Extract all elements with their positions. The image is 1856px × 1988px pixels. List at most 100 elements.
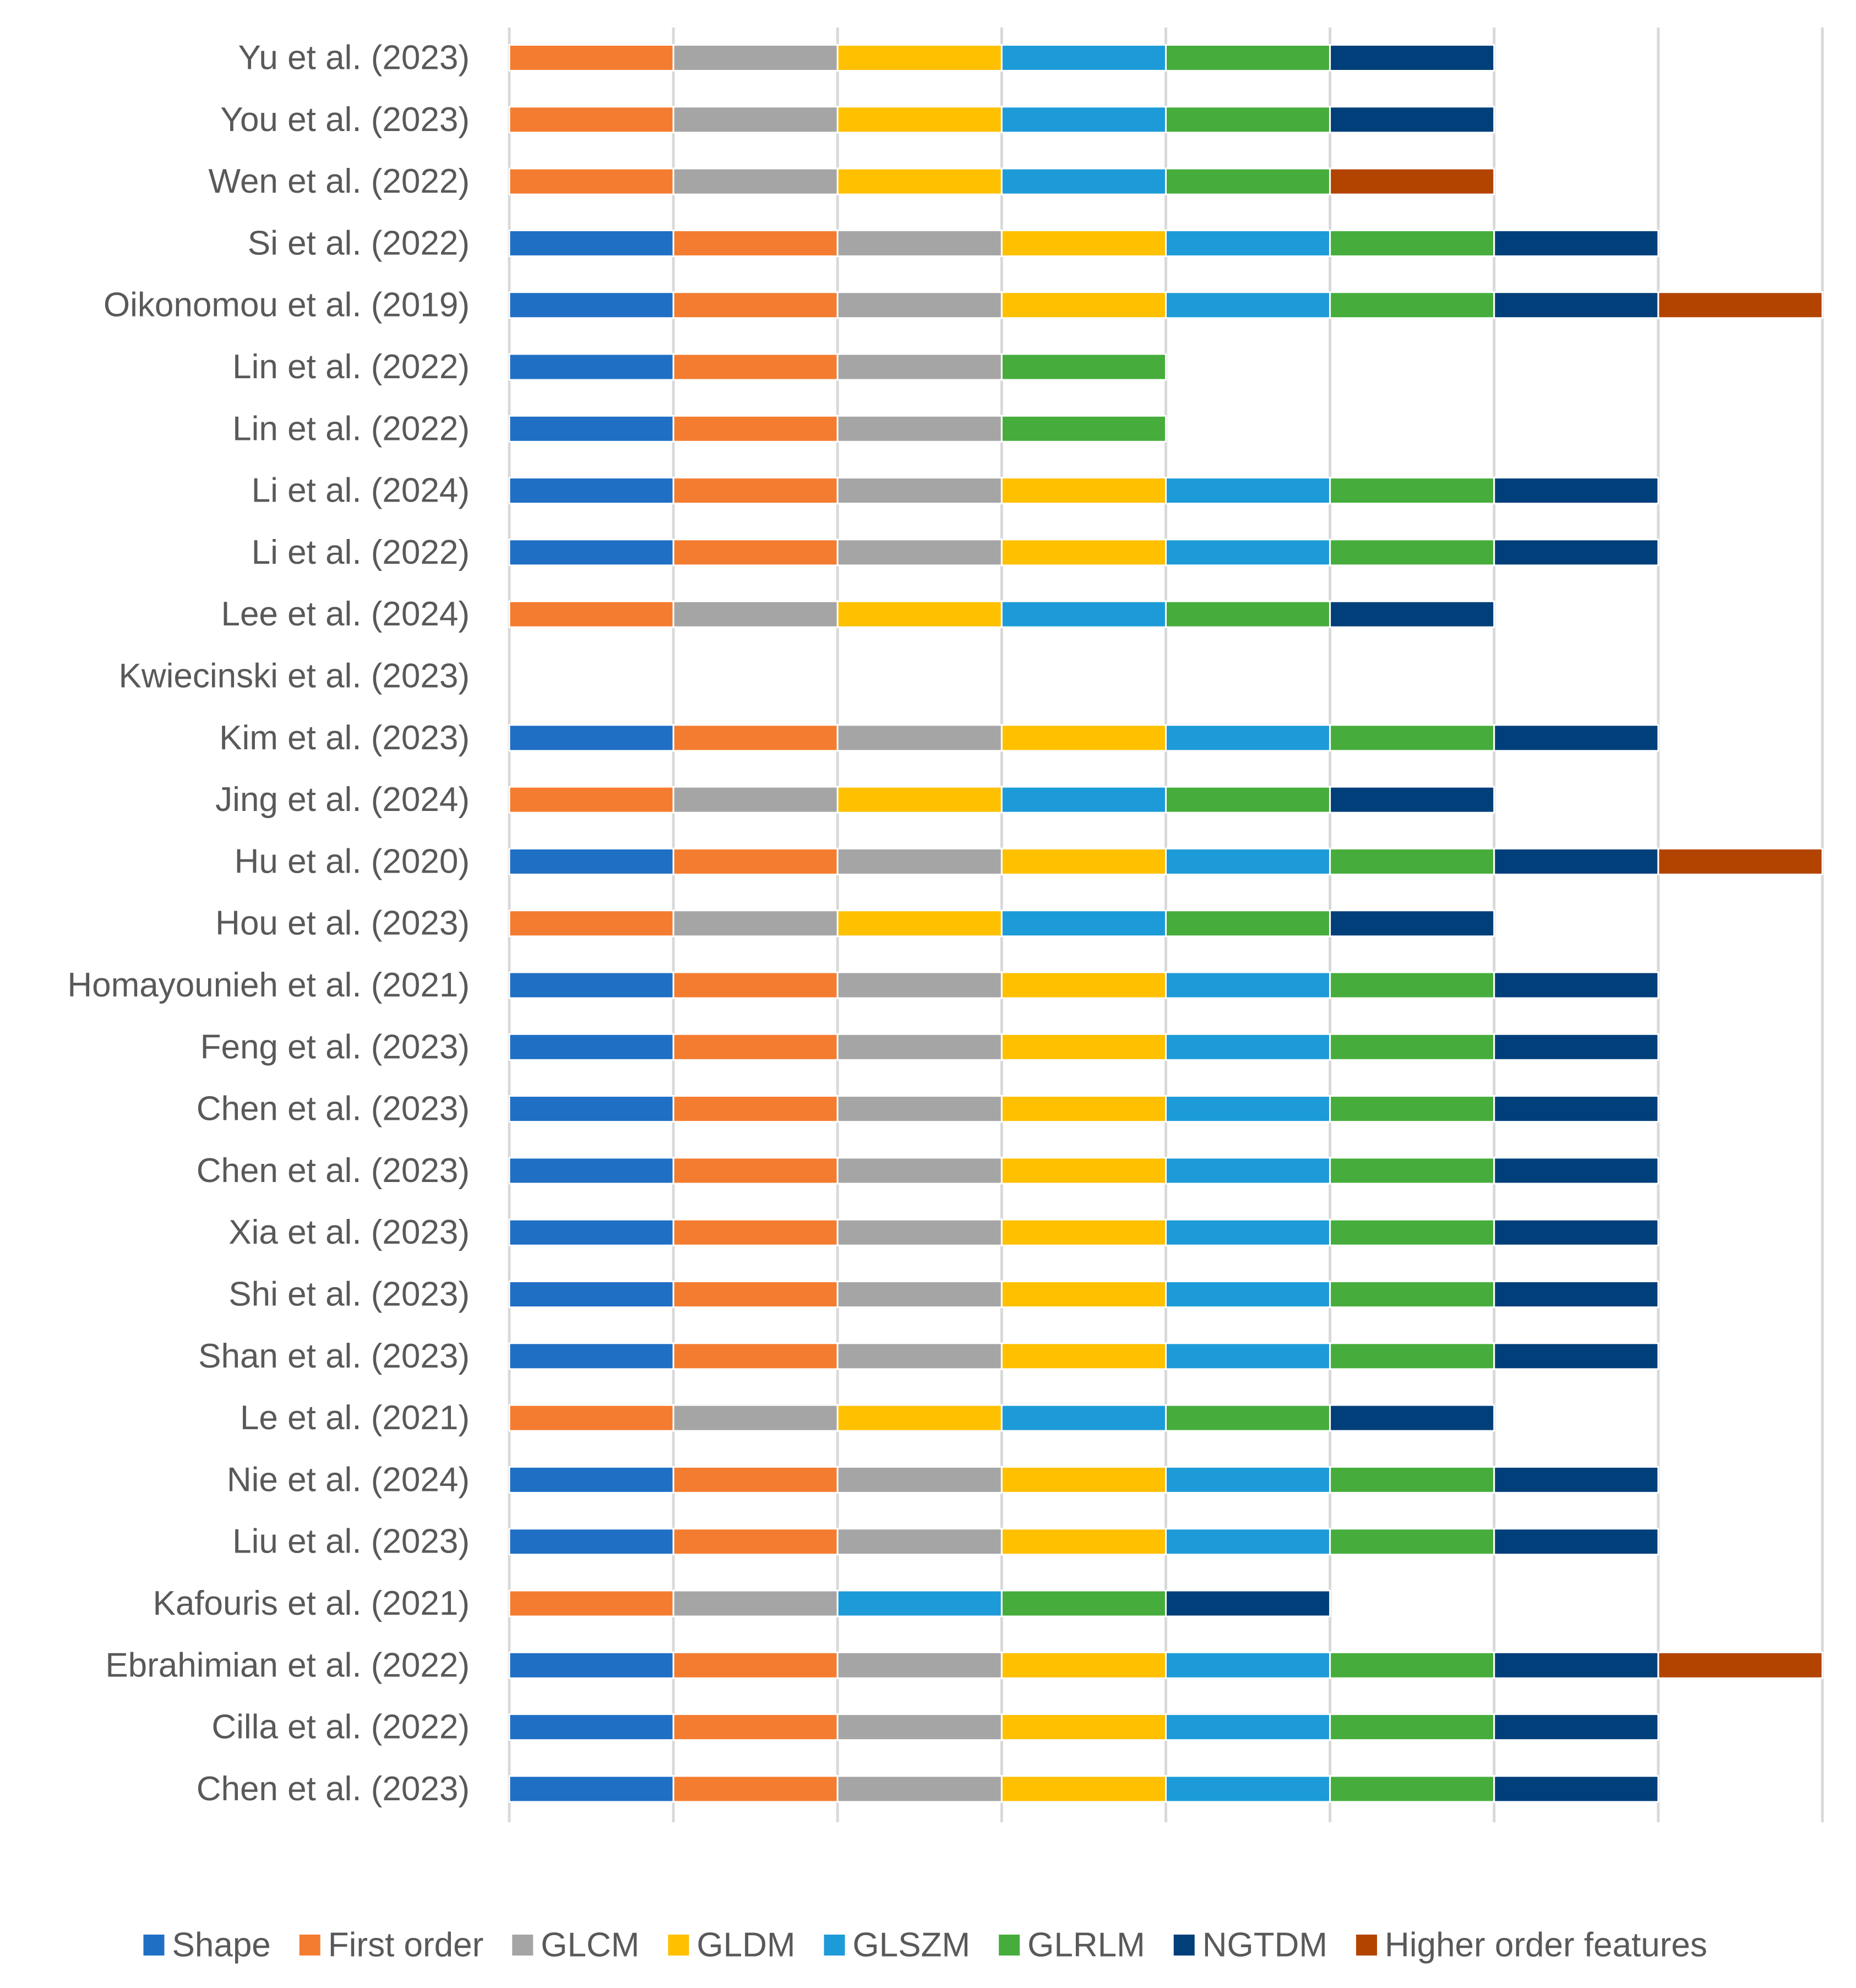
bar-segment-glszm <box>1000 1404 1167 1432</box>
bar-segment-glcm <box>672 909 839 938</box>
bar-segment-shape <box>508 291 674 319</box>
bar-segment-glrlm <box>1165 909 1331 938</box>
bar-segment-shape <box>508 971 674 999</box>
bar-segment-ngtdm <box>1329 786 1495 814</box>
bar-segment-first-order <box>672 1281 839 1308</box>
bar-segment-ngtdm <box>1329 106 1495 134</box>
legend-swatch <box>824 1935 845 1956</box>
bar-segment-ngtdm <box>1493 1218 1659 1246</box>
bar-segment-glrlm <box>1329 1033 1495 1061</box>
bar-segment-glrlm <box>1165 1404 1331 1432</box>
bar-segment-ngtdm <box>1329 1404 1495 1432</box>
bar-segment-first-order <box>672 291 839 319</box>
bar-segment-ngtdm <box>1493 971 1659 999</box>
bar-segment-glcm <box>836 538 1003 567</box>
bar-segment-glcm <box>836 724 1003 752</box>
bar-segment-glcm <box>836 971 1003 999</box>
bar-segment-gldm <box>1000 1713 1167 1741</box>
bar-segment-glszm <box>1165 1466 1331 1494</box>
bar-segment-gldm <box>1000 1528 1167 1556</box>
bar-segment-first-order <box>508 106 674 134</box>
bar-segment-ngtdm <box>1493 538 1659 567</box>
category-label: Oikonomou et al. (2019) <box>104 286 470 324</box>
bar-segment-glcm <box>836 1775 1003 1803</box>
bar-segment-ngtdm <box>1329 600 1495 628</box>
bar-segment-glrlm <box>1329 1713 1495 1741</box>
bar-segment-glrlm <box>1329 1342 1495 1370</box>
bar-segment-higher-order-features <box>1657 1651 1824 1679</box>
bar-segment-first-order <box>508 167 674 195</box>
bar-segment-ngtdm <box>1493 1095 1659 1123</box>
category-label: Ebrahimian et al. (2022) <box>105 1646 470 1684</box>
bar-segment-first-order <box>672 1095 839 1123</box>
bar-segment-shape <box>508 1095 674 1123</box>
category-label: Shi et al. (2023) <box>228 1276 470 1314</box>
bar-segment-glrlm <box>1329 1095 1495 1123</box>
bar-segment-glrlm <box>1329 724 1495 752</box>
category-label: Homayounieh et al. (2021) <box>67 966 470 1004</box>
bar-segment-ngtdm <box>1493 1651 1659 1679</box>
bar-segment-glszm <box>1165 1218 1331 1246</box>
bar-segment-glrlm <box>1165 600 1331 628</box>
bar-segment-ngtdm <box>1329 909 1495 938</box>
category-label: Wen et al. (2022) <box>209 162 470 200</box>
bar-segment-glrlm <box>1329 1651 1495 1679</box>
legend-label: GLDM <box>696 1926 795 1964</box>
bar-segment-glcm <box>836 477 1003 505</box>
bar-segment-glcm <box>672 786 839 814</box>
bar-segment-shape <box>508 229 674 257</box>
bar-segment-ngtdm <box>1493 1157 1659 1185</box>
legend-label: GLCM <box>541 1926 639 1964</box>
bar-segment-ngtdm <box>1165 1589 1331 1617</box>
bar-segment-glszm <box>1165 1157 1331 1185</box>
bar-segment-glrlm <box>1000 1589 1167 1617</box>
bar-segment-first-order <box>672 353 839 381</box>
category-label: Si et al. (2022) <box>248 224 470 262</box>
category-label: Xia et al. (2023) <box>228 1213 470 1251</box>
bar-segment-glcm <box>836 415 1003 443</box>
bar-segment-shape <box>508 1033 674 1061</box>
bar-segment-shape <box>508 1157 674 1185</box>
bar-segment-glrlm <box>1165 106 1331 134</box>
bar-segment-shape <box>508 1342 674 1370</box>
bar-segment-first-order <box>672 1713 839 1741</box>
bar-segment-first-order <box>672 477 839 505</box>
bar-segment-first-order <box>672 1157 839 1185</box>
category-label: Le et al. (2021) <box>240 1399 470 1437</box>
bar-segment-gldm <box>1000 1775 1167 1803</box>
bar-segment-first-order <box>672 971 839 999</box>
bar-segment-glszm <box>836 1589 1003 1617</box>
bar-segment-first-order <box>672 1466 839 1494</box>
bar-segment-gldm <box>836 786 1003 814</box>
bar-segment-glszm <box>1165 291 1331 319</box>
category-label: Chen et al. (2023) <box>197 1090 470 1128</box>
bar-segment-glcm <box>836 1281 1003 1308</box>
bar-segment-glcm <box>836 291 1003 319</box>
category-label: Kim et al. (2023) <box>219 719 470 757</box>
bar-segment-first-order <box>672 1033 839 1061</box>
bar-segment-gldm <box>1000 229 1167 257</box>
bar-segment-gldm <box>1000 1218 1167 1246</box>
category-label: Cilla et al. (2022) <box>211 1708 470 1746</box>
bar-segment-glrlm <box>1165 786 1331 814</box>
bar-segment-gldm <box>836 600 1003 628</box>
bar-segment-ngtdm <box>1493 1033 1659 1061</box>
bar-segment-ngtdm <box>1493 1342 1659 1370</box>
category-label: Jing et al. (2024) <box>215 781 470 819</box>
legend-label: NGTDM <box>1202 1926 1327 1964</box>
legend-swatch <box>299 1935 320 1956</box>
bar-segment-glszm <box>1165 1528 1331 1556</box>
legend-swatch <box>1356 1935 1378 1956</box>
legend-swatch <box>668 1935 689 1956</box>
bar-segment-first-order <box>672 1528 839 1556</box>
bar-segment-gldm <box>836 167 1003 195</box>
category-label: Lee et al. (2024) <box>221 595 470 633</box>
bar-segment-glrlm <box>1329 538 1495 567</box>
bar-segment-gldm <box>836 1404 1003 1432</box>
bar-segment-glcm <box>836 1713 1003 1741</box>
bar-segment-gldm <box>836 44 1003 72</box>
bar-segment-gldm <box>1000 1342 1167 1370</box>
bar-segment-glrlm <box>1329 1218 1495 1246</box>
bar-segment-ngtdm <box>1493 1281 1659 1308</box>
